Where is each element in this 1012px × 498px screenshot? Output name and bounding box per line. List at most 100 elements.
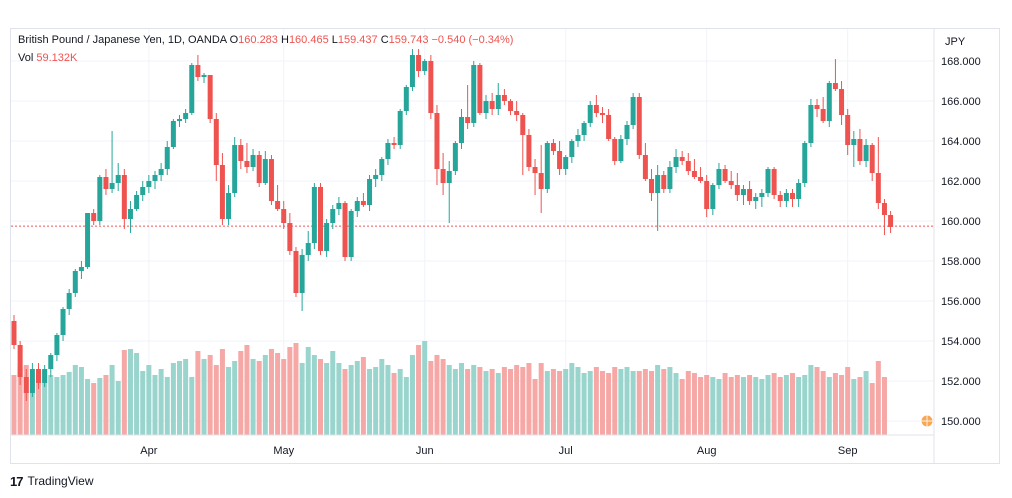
volume-bar [587,371,593,435]
volume-bar [465,369,471,435]
candle-body [783,193,789,201]
volume-bar [287,347,293,435]
candle-body [373,175,379,179]
candle-body [802,143,808,183]
volume-bar [471,365,477,435]
volume-bar [183,359,189,435]
candle-body [11,321,17,345]
candle [630,93,636,129]
volume-bar [367,369,373,435]
candle-body [318,187,323,251]
candle [495,83,501,115]
volume-bar [679,379,685,435]
volume-bar [606,373,612,435]
candle-body [29,369,35,393]
candle [667,161,673,193]
tradingview-branding[interactable]: 17 TradingView [10,472,94,490]
candle [483,95,489,119]
volume-legend: Vol 59.132K [18,52,77,64]
candle-body [226,193,232,219]
candle [23,369,29,401]
candle [881,199,887,235]
candle [728,171,734,189]
candle-body [354,201,360,211]
candle [311,183,317,249]
volume-bar [422,341,428,435]
candle [367,175,373,211]
candle-body [851,139,857,145]
candle-body [483,101,489,113]
time-axis[interactable]: Apr May Jun Jul Aug Sep [140,445,857,457]
volume-bar [783,375,789,435]
candle-body [281,209,287,223]
candle [385,139,391,165]
candlestick-chart[interactable]: 150.000 152.000 154.000 156.000 158.000 160.0… [11,29,999,463]
candle-body [379,159,385,175]
volume-bar [483,371,489,435]
volume-bar [262,355,268,435]
candle [244,143,250,173]
volume-bar [17,367,23,435]
volume-bar [851,379,857,435]
candle-body [575,135,581,141]
candle [599,107,605,123]
candle-body [679,157,685,161]
candle-body [342,203,348,257]
candle-body [863,145,869,161]
volume-bar [826,377,832,435]
candle-body [207,75,213,119]
candle [60,307,66,341]
candle-body [121,175,127,219]
volume-bar [881,377,887,435]
candle-body [857,139,863,161]
tradingview-name: TradingView [27,474,94,488]
volume-bar [642,369,648,435]
volume-bar [802,375,808,435]
volume-bar [495,373,501,435]
volume-bar [624,367,630,435]
volume-bar [36,375,42,435]
volume-bar [29,379,35,435]
volume-bar [575,367,581,435]
price-axis[interactable]: 150.000 152.000 154.000 156.000 158.000 160.0… [941,56,981,428]
timezone-globe-icon[interactable] [920,414,934,428]
candle [869,143,875,181]
candle-body [250,155,256,167]
high-value: 160.465 [288,34,329,46]
candle [428,55,434,119]
candle [446,161,452,223]
candle [373,169,379,187]
candle-body [881,203,887,215]
candle [299,249,305,311]
candle-body [134,195,140,209]
candle [256,151,262,187]
candle [796,179,802,207]
volume-bar [550,369,556,435]
volume-bar [599,371,605,435]
volume-bar [232,361,238,435]
candle-body [599,113,605,115]
candle [177,115,183,127]
candle-body [796,183,802,199]
candle [673,149,679,173]
volume-bar [195,351,201,435]
y-tick-label: 164.000 [941,136,981,148]
volume-bar [48,375,54,435]
candle [514,101,520,121]
candle-body [219,165,225,219]
candle [440,153,446,195]
volume-bar [121,350,127,435]
candle [710,183,716,215]
candle-body [177,119,183,121]
x-tick-label: Jun [416,445,434,457]
low-value: 159.437 [337,34,378,46]
candle-body [268,159,274,201]
candle [722,165,728,183]
candle [593,95,599,117]
candle-body [85,213,91,267]
candle-body [771,169,777,195]
candle-body [581,123,587,135]
candle-body [698,177,704,181]
candle [771,167,777,199]
volume-bar [85,379,91,435]
